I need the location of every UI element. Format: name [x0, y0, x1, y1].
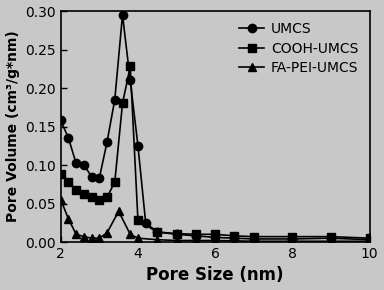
UMCS	[194, 234, 198, 238]
Legend: UMCS, COOH-UMCS, FA-PEI-UMCS: UMCS, COOH-UMCS, FA-PEI-UMCS	[235, 18, 362, 79]
UMCS	[174, 233, 179, 236]
UMCS	[58, 119, 63, 122]
COOH-UMCS	[252, 235, 256, 238]
FA-PEI-UMCS	[174, 239, 179, 242]
UMCS	[290, 237, 295, 241]
COOH-UMCS	[213, 233, 217, 236]
COOH-UMCS	[66, 180, 71, 184]
COOH-UMCS	[174, 232, 179, 235]
UMCS	[232, 236, 237, 240]
UMCS	[113, 98, 117, 101]
Line: UMCS: UMCS	[56, 11, 374, 244]
FA-PEI-UMCS	[329, 240, 333, 243]
COOH-UMCS	[194, 233, 198, 236]
FA-PEI-UMCS	[74, 233, 78, 236]
FA-PEI-UMCS	[66, 217, 71, 221]
COOH-UMCS	[120, 102, 125, 105]
COOH-UMCS	[81, 193, 86, 196]
FA-PEI-UMCS	[97, 236, 102, 240]
COOH-UMCS	[155, 230, 160, 234]
UMCS	[120, 13, 125, 17]
Y-axis label: Pore Volume (cm³/g*nm): Pore Volume (cm³/g*nm)	[5, 31, 20, 222]
FA-PEI-UMCS	[81, 235, 86, 238]
COOH-UMCS	[58, 173, 63, 176]
COOH-UMCS	[367, 236, 372, 240]
FA-PEI-UMCS	[89, 236, 94, 240]
FA-PEI-UMCS	[252, 240, 256, 243]
UMCS	[136, 144, 140, 148]
COOH-UMCS	[97, 198, 102, 202]
COOH-UMCS	[136, 219, 140, 222]
COOH-UMCS	[74, 188, 78, 191]
UMCS	[252, 237, 256, 241]
UMCS	[105, 140, 109, 144]
FA-PEI-UMCS	[128, 233, 132, 236]
UMCS	[74, 162, 78, 165]
FA-PEI-UMCS	[290, 240, 295, 243]
Line: COOH-UMCS: COOH-UMCS	[56, 62, 374, 242]
FA-PEI-UMCS	[194, 239, 198, 242]
FA-PEI-UMCS	[367, 240, 372, 243]
UMCS	[143, 221, 148, 224]
UMCS	[213, 236, 217, 239]
COOH-UMCS	[113, 180, 117, 184]
Line: FA-PEI-UMCS: FA-PEI-UMCS	[56, 195, 374, 245]
COOH-UMCS	[232, 234, 237, 238]
FA-PEI-UMCS	[155, 238, 160, 242]
COOH-UMCS	[329, 235, 333, 238]
COOH-UMCS	[290, 235, 295, 238]
X-axis label: Pore Size (nm): Pore Size (nm)	[146, 267, 284, 284]
FA-PEI-UMCS	[136, 236, 140, 240]
FA-PEI-UMCS	[213, 239, 217, 242]
UMCS	[155, 230, 160, 234]
UMCS	[128, 79, 132, 82]
FA-PEI-UMCS	[116, 209, 121, 213]
UMCS	[329, 236, 333, 240]
UMCS	[66, 136, 71, 140]
UMCS	[367, 238, 372, 242]
COOH-UMCS	[105, 196, 109, 199]
UMCS	[81, 163, 86, 167]
UMCS	[89, 175, 94, 178]
COOH-UMCS	[128, 65, 132, 68]
UMCS	[97, 176, 102, 180]
FA-PEI-UMCS	[105, 231, 109, 235]
COOH-UMCS	[89, 196, 94, 199]
FA-PEI-UMCS	[58, 198, 63, 202]
